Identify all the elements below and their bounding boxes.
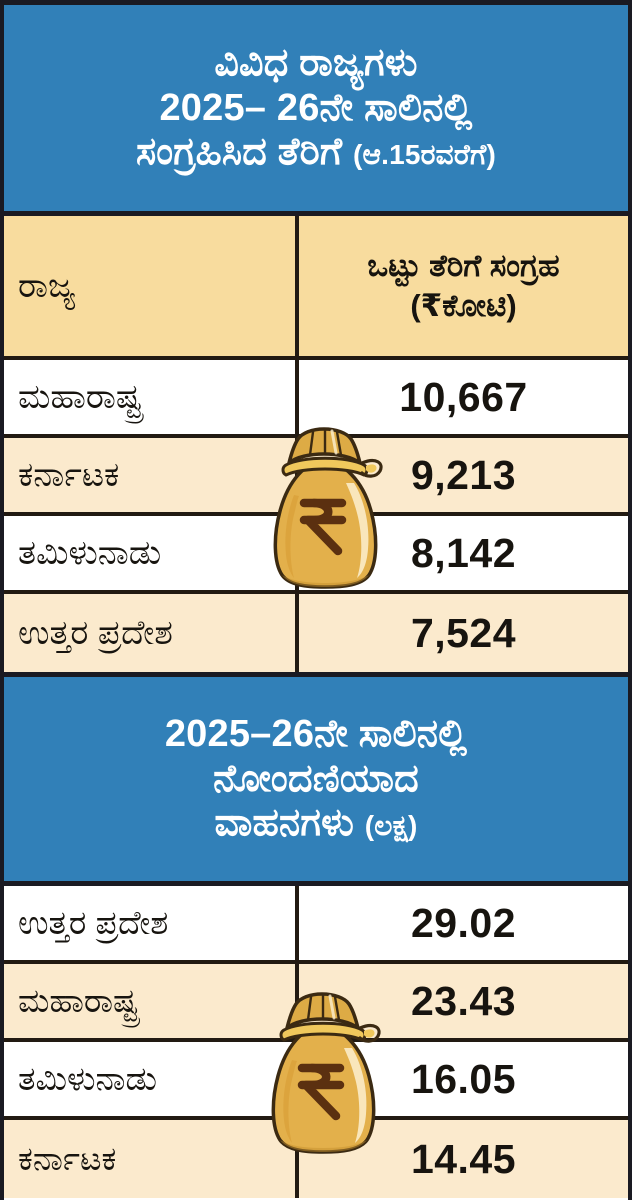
section2-banner-line2: ನೋಂದಣಿಯಾದ bbox=[213, 757, 419, 800]
section2-banner: 2025–26ನೇ ಸಾಲಿನಲ್ಲಿ ನೋಂದಣಿಯಾದ ವಾಹನಗಳು (ಲ… bbox=[4, 672, 628, 886]
state-value: 9,213 bbox=[410, 451, 517, 498]
table-row: ತಮಿಳುನಾಡು 8,142 bbox=[4, 516, 628, 594]
section2-banner-line3-main: ವಾಹನಗಳು bbox=[214, 802, 365, 845]
state-name: ಕರ್ನಾಟಕ bbox=[4, 438, 299, 512]
section2-table: ಉತ್ತರ ಪ್ರದೇಶ 29.02 ಮಹಾರಾಷ್ಟ್ರ 23.43 ತಮಿಳ… bbox=[4, 886, 628, 1198]
table-row: ಉತ್ತರ ಪ್ರದೇಶ 29.02 bbox=[4, 886, 628, 964]
state-value: 10,667 bbox=[399, 373, 528, 420]
state-name: ಮಹಾರಾಷ್ಟ್ರ bbox=[4, 360, 299, 434]
state-name: ಕರ್ನಾಟಕ bbox=[4, 1120, 299, 1198]
state-value: 29.02 bbox=[410, 899, 517, 946]
section2-banner-line3: ವಾಹನಗಳು (ಲಕ್ಷ) bbox=[214, 801, 417, 846]
table-row: ಕರ್ನಾಟಕ 14.45 bbox=[4, 1120, 628, 1198]
state-name: ಉತ್ತರ ಪ್ರದೇಶ bbox=[4, 886, 299, 960]
section1-column-header-value: ಒಟ್ಟು ತೆರಿಗೆ ಸಂಗ್ರಹ (₹ಕೋಟಿ) bbox=[299, 216, 628, 356]
section1-banner: ವಿವಿಧ ರಾಜ್ಯಗಳು 2025– 26ನೇ ಸಾಲಿನಲ್ಲಿ ಸಂಗ್… bbox=[4, 0, 628, 216]
section1-banner-line3-note: (ಆ.15ರವರೆಗೆ) bbox=[352, 139, 496, 171]
section1-column-header-state: ರಾಜ್ಯ bbox=[4, 216, 299, 356]
state-value: 7,524 bbox=[410, 609, 517, 656]
section1-table: ರಾಜ್ಯ ಒಟ್ಟು ತೆರಿಗೆ ಸಂಗ್ರಹ (₹ಕೋಟಿ) ಮಹಾರಾಷ… bbox=[4, 216, 628, 672]
state-value: 23.43 bbox=[410, 977, 517, 1024]
section2-banner-line3-note: (ಲಕ್ಷ) bbox=[364, 810, 418, 842]
table-row: ಕರ್ನಾಟಕ 9,213 bbox=[4, 438, 628, 516]
state-name: ತಮಿಳುನಾಡು bbox=[4, 516, 299, 590]
section1-column-header-value-line2: (₹ಕೋಟಿ) bbox=[410, 288, 517, 323]
section1-column-header-value-line1: ಒಟ್ಟು ತೆರಿಗೆ ಸಂಗ್ರಹ bbox=[367, 248, 560, 284]
state-value: 14.45 bbox=[410, 1135, 517, 1182]
section1-banner-line3-main: ಸಂಗ್ರಹಿಸಿದ ತೆರಿಗೆ bbox=[136, 131, 353, 174]
section1-banner-line2: 2025– 26ನೇ ಸಾಲಿನಲ್ಲಿ bbox=[159, 86, 473, 129]
state-name: ಉತ್ತರ ಪ್ರದೇಶ bbox=[4, 594, 299, 672]
table-row: ಉತ್ತರ ಪ್ರದೇಶ 7,524 bbox=[4, 594, 628, 672]
section1-banner-line1: ವಿವಿಧ ರಾಜ್ಯಗಳು bbox=[214, 41, 418, 84]
table-row: ಮಹಾರಾಷ್ಟ್ರ 23.43 bbox=[4, 964, 628, 1042]
table-row: ಮಹಾರಾಷ್ಟ್ರ 10,667 bbox=[4, 360, 628, 438]
section2-banner-line1: 2025–26ನೇ ಸಾಲಿನಲ್ಲಿ bbox=[164, 712, 468, 755]
section1-banner-line3: ಸಂಗ್ರಹಿಸಿದ ತೆರಿಗೆ (ಆ.15ರವರೆಗೆ) bbox=[136, 130, 496, 175]
table-row: ತಮಿಳುನಾಡು 16.05 bbox=[4, 1042, 628, 1120]
state-value: 16.05 bbox=[410, 1055, 517, 1102]
state-name: ತಮಿಳುನಾಡು bbox=[4, 1042, 299, 1116]
section1-table-header: ರಾಜ್ಯ ಒಟ್ಟು ತೆರಿಗೆ ಸಂಗ್ರಹ (₹ಕೋಟಿ) bbox=[4, 216, 628, 360]
state-value: 8,142 bbox=[410, 529, 517, 576]
state-name: ಮಹಾರಾಷ್ಟ್ರ bbox=[4, 964, 299, 1038]
